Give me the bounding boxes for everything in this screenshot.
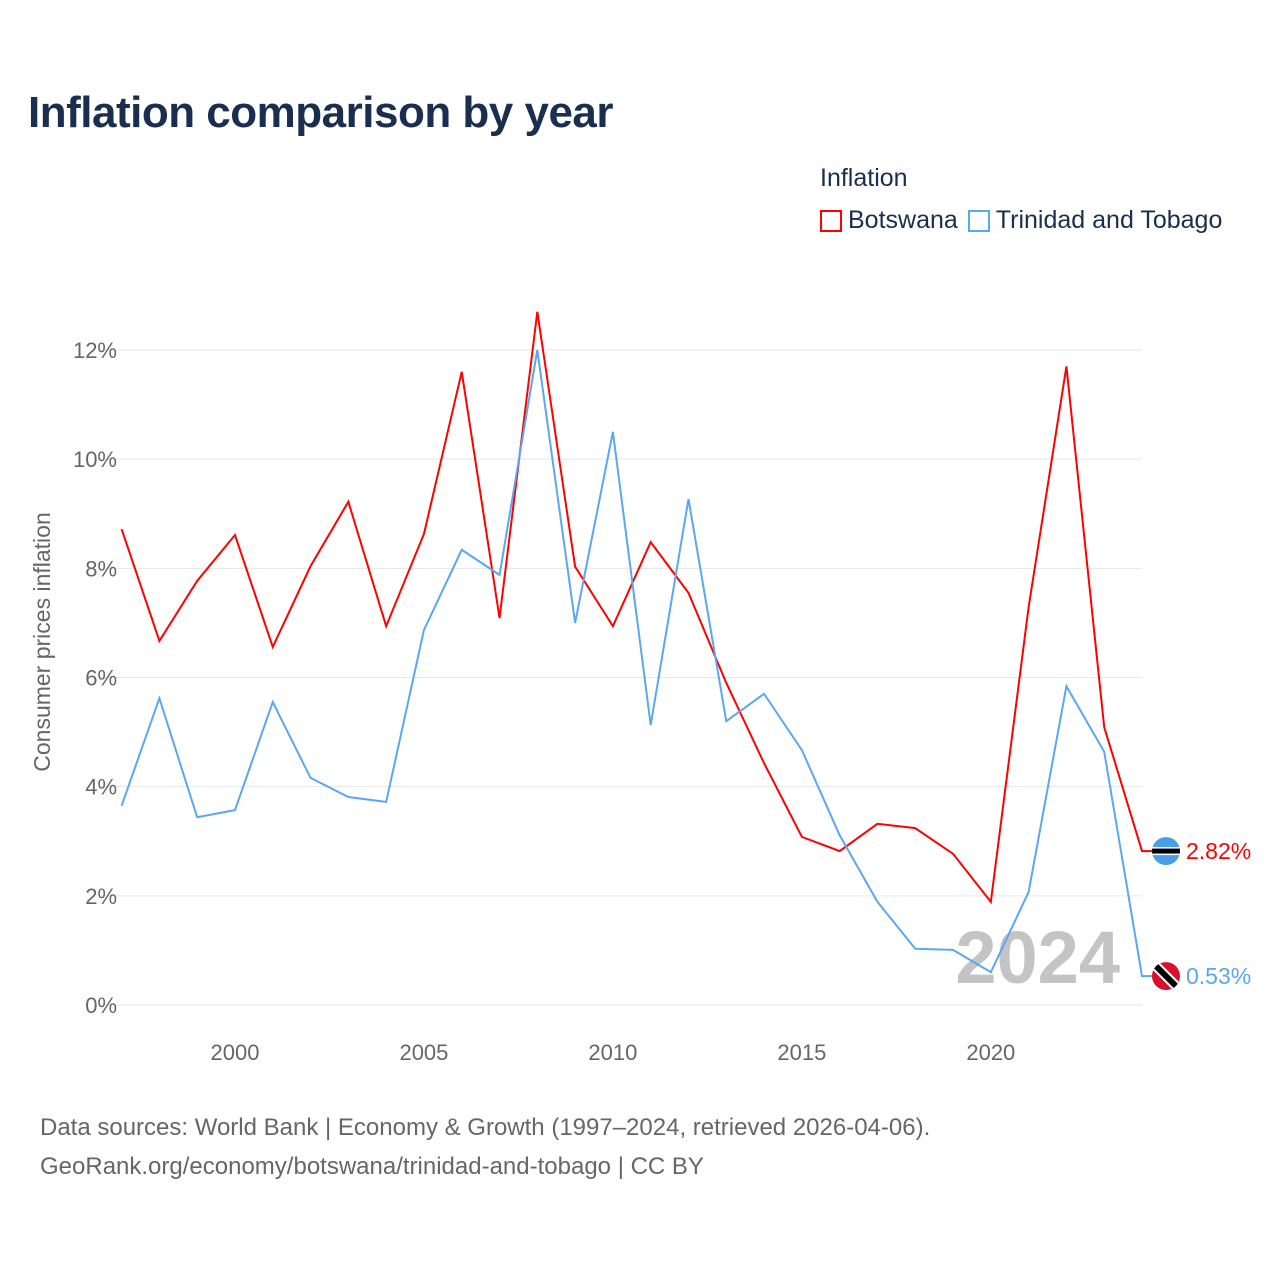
x-tick-label: 2015 <box>777 1040 826 1065</box>
legend-swatch-trinidad <box>967 209 990 232</box>
x-tick-label: 2005 <box>399 1040 448 1065</box>
x-tick-label: 2000 <box>211 1040 260 1065</box>
footer: Data sources: World Bank | Economy & Gro… <box>40 1108 930 1186</box>
y-tick-label: 6% <box>85 666 117 691</box>
legend-item-botswana[interactable]: Botswana <box>820 206 958 235</box>
y-tick-label: 10% <box>73 447 117 472</box>
legend-swatch-botswana <box>820 209 842 232</box>
end-value-label-1: 0.53% <box>1186 963 1251 989</box>
legend-label-botswana: Botswana <box>848 206 958 234</box>
y-tick-label: 2% <box>85 884 117 909</box>
y-tick-label: 8% <box>85 556 117 581</box>
chart-title: Inflation comparison by year <box>28 88 614 137</box>
y-tick-label: 12% <box>73 338 117 363</box>
year-watermark: 2024 <box>955 916 1120 999</box>
y-tick-label: 0% <box>85 993 117 1018</box>
legend-item-trinidad[interactable]: Trinidad and Tobago <box>967 206 1223 235</box>
footer-link[interactable]: GeoRank.org/economy/botswana/trinidad-an… <box>40 1153 704 1180</box>
y-tick-label: 4% <box>85 775 117 800</box>
y-axis-label: Consumer prices inflation <box>29 512 55 772</box>
end-value-label-0: 2.82% <box>1186 838 1251 864</box>
legend-title: Inflation <box>820 164 908 192</box>
botswana-flag-icon <box>1152 837 1180 866</box>
series-line-0 <box>120 311 1152 905</box>
x-tick-label: 2010 <box>588 1040 637 1065</box>
legend-label-trinidad: Trinidad and Tobago <box>995 206 1223 234</box>
legend: Botswana Trinidad and Tobago <box>820 206 1222 235</box>
trinidad-flag-icon <box>1152 962 1180 991</box>
series-line-1 <box>120 349 1152 978</box>
footer-sources: Data sources: World Bank | Economy & Gro… <box>40 1114 931 1141</box>
x-tick-label: 2020 <box>966 1040 1015 1065</box>
